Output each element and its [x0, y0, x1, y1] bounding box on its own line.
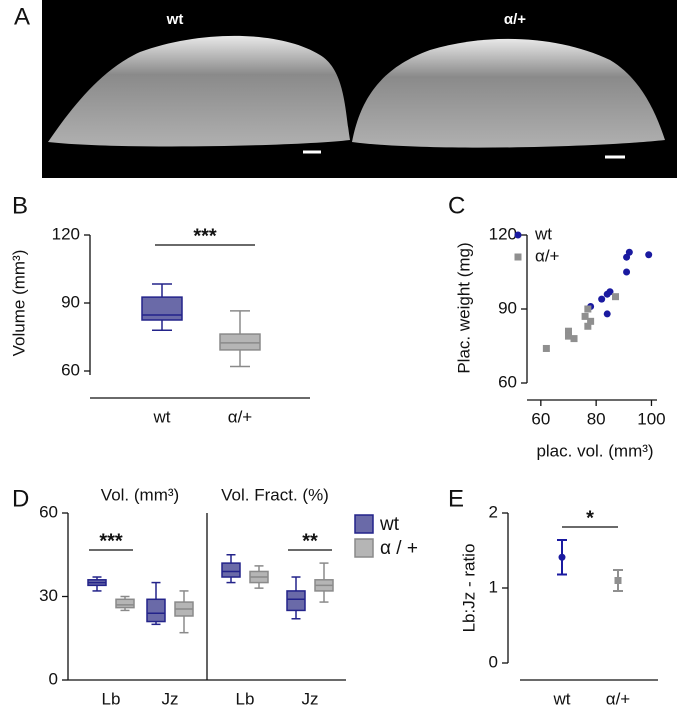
- point: [542, 344, 550, 352]
- image-caption: α/+: [504, 11, 526, 28]
- y-tick-label: 1: [489, 577, 498, 596]
- y-tick-label: 2: [489, 502, 498, 521]
- point: [570, 335, 578, 343]
- y-tick-label: 60: [39, 502, 58, 521]
- legend-label: α / +: [380, 538, 418, 559]
- panel-letter: E: [448, 485, 464, 512]
- x-tick-label: 80: [587, 409, 606, 428]
- placenta-section: [352, 38, 665, 148]
- point: [612, 293, 620, 301]
- box: [221, 562, 241, 578]
- legend-marker: [514, 231, 522, 239]
- y-tick-label: 60: [498, 372, 517, 391]
- legend-swatch: [354, 514, 374, 534]
- point: [584, 305, 592, 313]
- legend-label: wt: [534, 224, 552, 243]
- point: [584, 322, 592, 330]
- legend-swatch: [354, 538, 374, 558]
- legend-label: α/+: [535, 246, 560, 265]
- x-tick-label: wt: [553, 689, 571, 708]
- box: [219, 333, 261, 351]
- y-tick-label: 120: [52, 224, 80, 243]
- panel-subtitle: Vol. Fract. (%): [221, 485, 329, 504]
- x-tick-label: α/+: [228, 407, 253, 426]
- point: [564, 327, 572, 335]
- y-tick-label: 90: [61, 292, 80, 311]
- point: [606, 288, 614, 296]
- point: [614, 577, 622, 584]
- legend-marker: [514, 253, 522, 261]
- box: [115, 598, 135, 609]
- point: [564, 332, 572, 340]
- panel-letter: B: [12, 192, 28, 219]
- y-tick-label: 30: [39, 586, 58, 605]
- point: [581, 312, 589, 320]
- significance-label: ***: [193, 225, 217, 247]
- y-tick-label: 60: [61, 360, 80, 379]
- x-tick-label: Jz: [162, 689, 179, 708]
- significance-label: **: [302, 530, 318, 552]
- significance-label: *: [586, 507, 594, 529]
- box: [146, 598, 166, 623]
- x-tick-label: Jz: [302, 689, 319, 708]
- legend-label: wt: [379, 514, 400, 535]
- point: [587, 317, 595, 325]
- point: [603, 310, 611, 318]
- y-tick-label: 0: [489, 652, 498, 671]
- y-axis-label: Volume (mm³): [9, 250, 28, 357]
- y-axis-label: Plac. weight (mg): [454, 242, 473, 373]
- point: [623, 268, 631, 276]
- y-tick-label: 0: [49, 669, 58, 688]
- x-tick-label: 60: [531, 409, 550, 428]
- x-tick-label: Lb: [236, 689, 255, 708]
- point: [623, 253, 631, 261]
- box: [286, 590, 306, 612]
- y-tick-label: 120: [489, 224, 517, 243]
- y-tick-label: 90: [498, 298, 517, 317]
- box: [141, 296, 183, 321]
- point: [645, 251, 653, 259]
- x-axis-label: plac. vol. (mm³): [536, 441, 653, 460]
- significance-label: ***: [99, 530, 123, 552]
- panel-letter: C: [448, 192, 465, 219]
- x-tick-label: wt: [153, 407, 171, 426]
- x-tick-label: α/+: [606, 689, 631, 708]
- point: [598, 295, 606, 303]
- panel-subtitle: Vol. (mm³): [101, 485, 179, 504]
- panel-letter: D: [12, 485, 29, 512]
- x-tick-label: Lb: [102, 689, 121, 708]
- panel-letter: A: [14, 3, 30, 30]
- placenta-section: [48, 35, 350, 147]
- y-axis-label: Lb:Jz - ratio: [459, 544, 478, 633]
- x-tick-label: 100: [637, 409, 665, 428]
- image-caption: wt: [166, 11, 184, 28]
- point: [558, 553, 566, 561]
